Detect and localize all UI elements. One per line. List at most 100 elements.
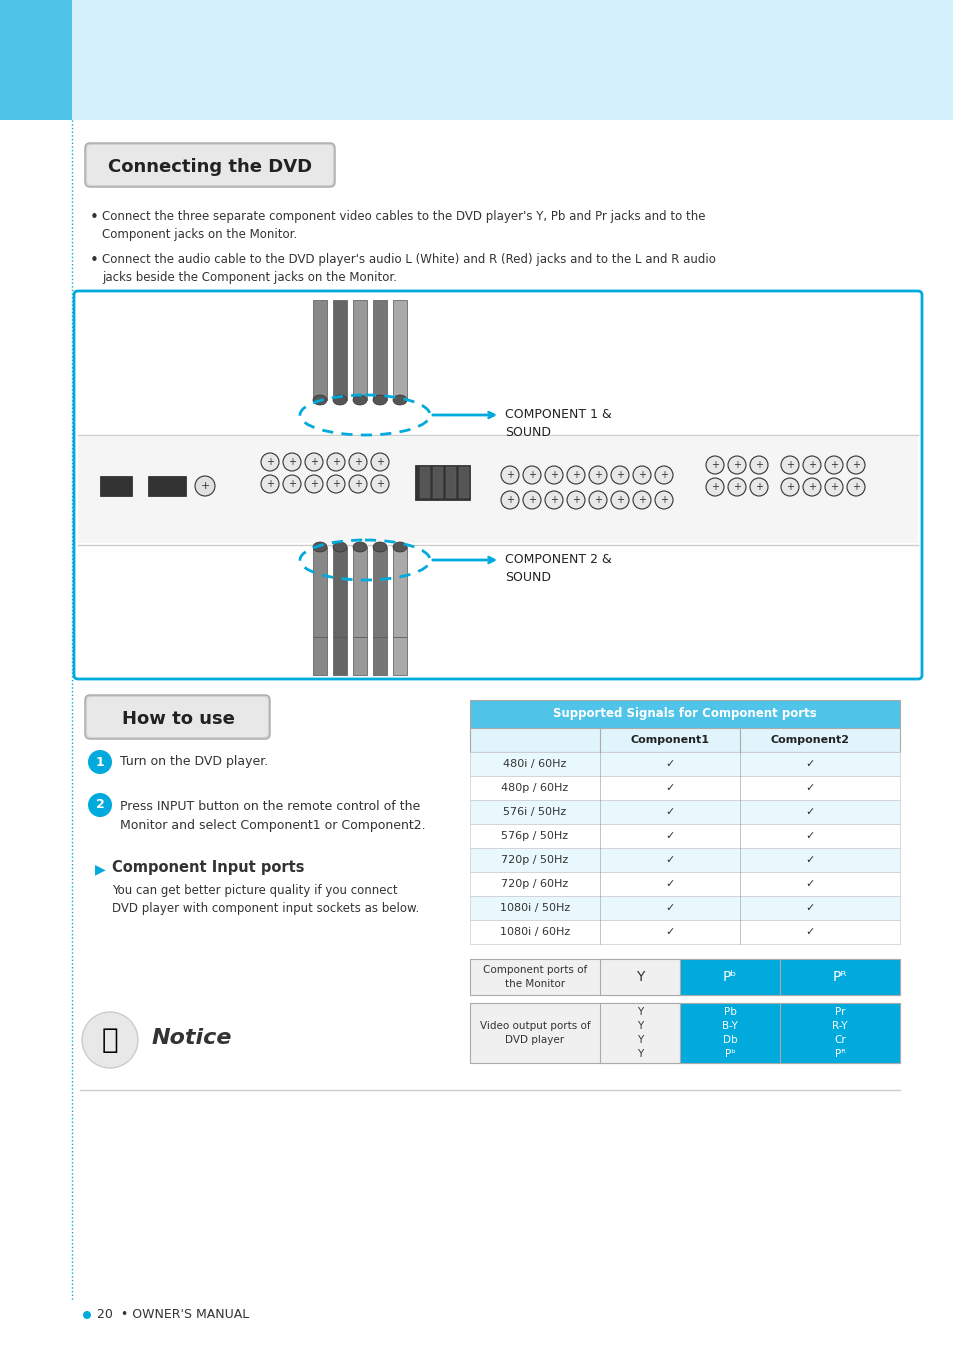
Bar (373, 299, 387, 401)
Circle shape (544, 465, 562, 484)
Bar (679, 1004, 780, 1063)
Text: +: + (807, 460, 815, 469)
Text: Press INPUT button on the remote control of the
Monitor and select Component1 or: Press INPUT button on the remote control… (120, 800, 425, 832)
FancyBboxPatch shape (87, 697, 268, 737)
Ellipse shape (313, 395, 327, 405)
Text: +: + (332, 457, 339, 467)
Circle shape (327, 475, 345, 492)
Circle shape (500, 465, 518, 484)
Text: 720p / 60Hz: 720p / 60Hz (501, 880, 568, 889)
Bar (433, 467, 442, 498)
Bar (470, 1004, 899, 1063)
Circle shape (727, 478, 745, 496)
Bar (419, 467, 430, 498)
Bar (393, 546, 407, 637)
Text: ✓: ✓ (804, 855, 814, 865)
Ellipse shape (353, 542, 367, 552)
Text: •: • (90, 210, 99, 225)
Text: 2: 2 (95, 799, 104, 812)
Bar (313, 546, 327, 637)
Circle shape (88, 793, 112, 817)
Circle shape (349, 475, 367, 492)
Text: +: + (710, 482, 719, 492)
Bar (780, 959, 899, 996)
Text: ✓: ✓ (664, 759, 674, 769)
Text: +: + (829, 482, 837, 492)
Circle shape (588, 465, 606, 484)
Text: +: + (754, 460, 762, 469)
Bar (470, 896, 899, 920)
Bar (470, 824, 899, 849)
Bar (679, 959, 780, 996)
Text: +: + (785, 482, 793, 492)
Text: COMPONENT 2 &
SOUND: COMPONENT 2 & SOUND (504, 553, 611, 584)
FancyBboxPatch shape (74, 291, 921, 679)
Circle shape (82, 1012, 138, 1068)
FancyBboxPatch shape (87, 144, 333, 185)
Text: +: + (354, 457, 361, 467)
Text: +: + (594, 469, 601, 480)
Bar (446, 467, 456, 498)
Text: ✓: ✓ (664, 855, 674, 865)
Text: ✓: ✓ (804, 880, 814, 889)
Text: +: + (375, 479, 384, 488)
Text: How to use: How to use (121, 710, 234, 728)
Circle shape (705, 456, 723, 473)
Ellipse shape (313, 542, 327, 552)
Ellipse shape (353, 395, 367, 405)
Text: Connect the audio cable to the DVD player's audio L (White) and R (Red) jacks an: Connect the audio cable to the DVD playe… (102, 254, 715, 285)
Text: +: + (266, 457, 274, 467)
Text: ✓: ✓ (664, 782, 674, 793)
Text: Component1: Component1 (630, 735, 709, 745)
Text: +: + (710, 460, 719, 469)
Circle shape (522, 491, 540, 509)
Text: 480i / 60Hz: 480i / 60Hz (503, 759, 566, 769)
Circle shape (824, 456, 842, 473)
Bar (0, 0, 71, 120)
Bar (353, 299, 367, 401)
Bar (470, 751, 899, 776)
Circle shape (802, 456, 821, 473)
Text: Y
Y
Y
Y: Y Y Y Y (637, 1006, 642, 1059)
Ellipse shape (333, 542, 347, 552)
FancyBboxPatch shape (85, 143, 335, 188)
Text: 1080i / 50Hz: 1080i / 50Hz (499, 902, 570, 913)
Text: Pᴿ: Pᴿ (832, 970, 846, 983)
Bar (470, 728, 899, 751)
Text: ✓: ✓ (664, 880, 674, 889)
Bar (333, 299, 347, 401)
Text: +: + (288, 457, 295, 467)
Text: +: + (527, 469, 536, 480)
Text: •: • (90, 254, 99, 268)
Text: +: + (288, 479, 295, 488)
Text: COMPONENT 1 &
SOUND: COMPONENT 1 & SOUND (504, 407, 611, 438)
Text: Supported Signals for Component ports: Supported Signals for Component ports (553, 707, 816, 720)
Text: +: + (266, 479, 274, 488)
Text: ✓: ✓ (664, 902, 674, 913)
Text: Pᵇ: Pᵇ (722, 970, 737, 983)
Circle shape (261, 453, 278, 471)
Text: 576p / 50Hz: 576p / 50Hz (501, 831, 568, 840)
Text: +: + (527, 495, 536, 505)
Bar (470, 959, 899, 996)
Circle shape (522, 465, 540, 484)
Bar (148, 476, 186, 496)
FancyBboxPatch shape (85, 695, 270, 739)
Circle shape (655, 465, 672, 484)
Circle shape (371, 453, 389, 471)
Text: +: + (332, 479, 339, 488)
Text: +: + (659, 469, 667, 480)
Text: +: + (829, 460, 837, 469)
Circle shape (349, 453, 367, 471)
Text: ✓: ✓ (804, 902, 814, 913)
Text: +: + (375, 457, 384, 467)
Circle shape (305, 475, 323, 492)
Text: Connecting the DVD: Connecting the DVD (108, 158, 312, 175)
Ellipse shape (393, 542, 407, 552)
Ellipse shape (373, 395, 387, 405)
Text: +: + (310, 457, 317, 467)
Circle shape (83, 1311, 91, 1319)
Text: ✓: ✓ (664, 831, 674, 840)
Text: ✓: ✓ (804, 807, 814, 817)
Text: 576i / 50Hz: 576i / 50Hz (503, 807, 566, 817)
